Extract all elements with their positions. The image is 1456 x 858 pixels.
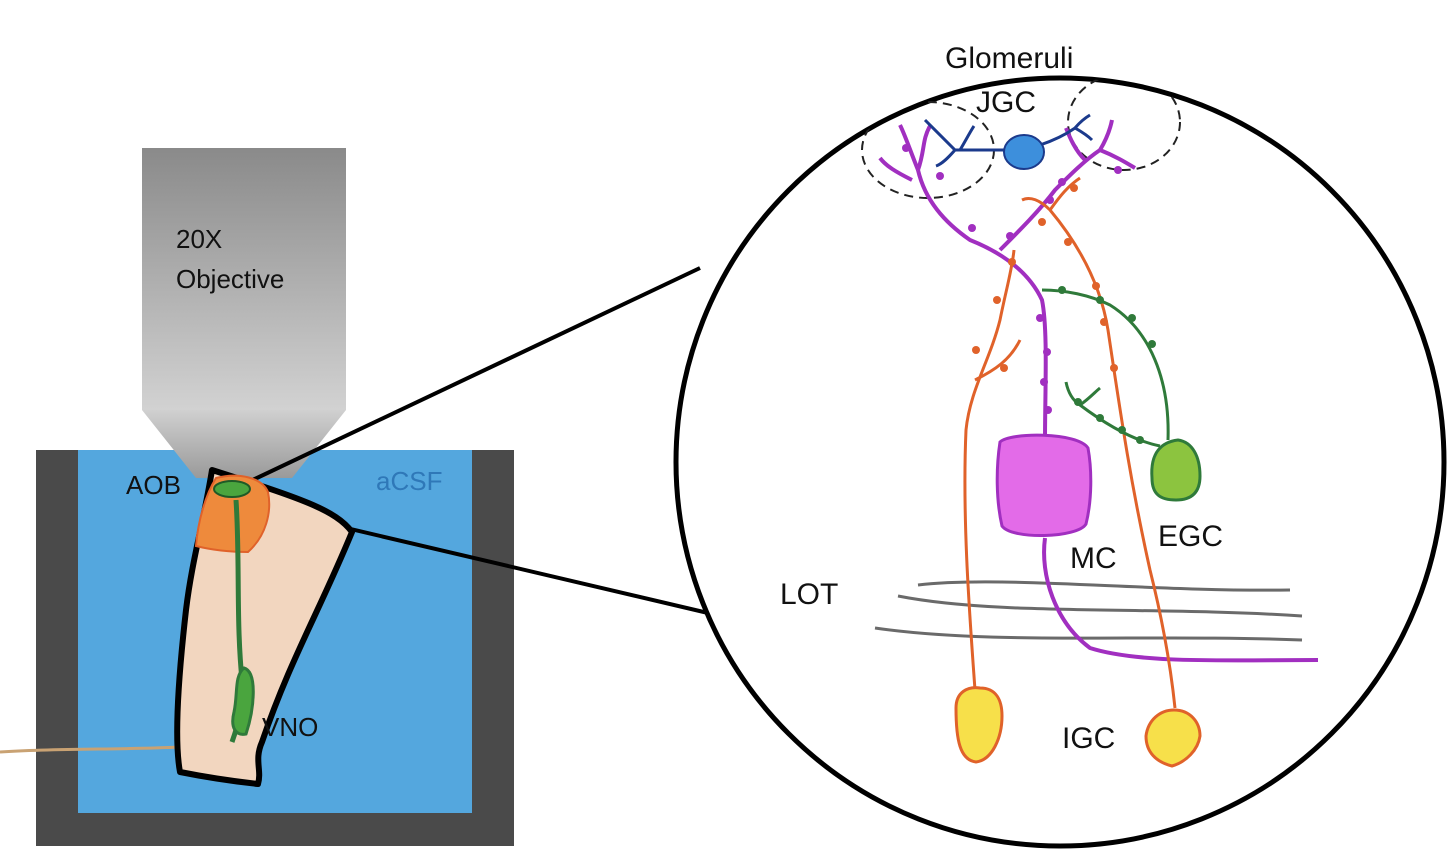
vno-label: VNO bbox=[262, 712, 318, 742]
aob-glomerular-layer bbox=[213, 480, 251, 498]
lot-label: LOT bbox=[780, 578, 838, 611]
zoom-line-top bbox=[239, 266, 701, 488]
magnified-content bbox=[861, 78, 1319, 768]
vno-bundle bbox=[231, 666, 255, 736]
objective-lens bbox=[142, 148, 346, 478]
brain-slice bbox=[174, 467, 355, 787]
acsf-label: aCSF bbox=[376, 466, 442, 496]
mc-label: MC bbox=[1070, 542, 1117, 575]
jgc-label: JGC bbox=[976, 86, 1036, 119]
aob-region bbox=[194, 474, 271, 554]
mitral-cell-processes bbox=[878, 119, 1319, 663]
egc-spines bbox=[1058, 286, 1156, 444]
igc-label: IGC bbox=[1062, 722, 1115, 755]
egc-soma bbox=[1150, 438, 1202, 502]
objective-label-line1: 20X bbox=[176, 224, 222, 254]
objective-label-line2: Objective bbox=[176, 264, 284, 294]
mitral-cell-soma bbox=[995, 433, 1093, 537]
igc-spines bbox=[972, 184, 1118, 372]
jgc-soma bbox=[1003, 134, 1045, 170]
glomerulus-right bbox=[1067, 78, 1181, 171]
mitral-spines bbox=[902, 144, 1122, 414]
glomeruli-label: Glomeruli bbox=[945, 42, 1073, 75]
objective-body bbox=[142, 148, 346, 410]
igc-processes bbox=[963, 176, 1177, 709]
igc-soma-left bbox=[954, 686, 1004, 764]
igc-soma-right bbox=[1144, 708, 1202, 768]
lot-fibers bbox=[874, 580, 1303, 642]
aob-label: AOB bbox=[126, 470, 181, 500]
egc-label: EGC bbox=[1158, 520, 1223, 553]
jgc-dendrites bbox=[923, 113, 1094, 168]
